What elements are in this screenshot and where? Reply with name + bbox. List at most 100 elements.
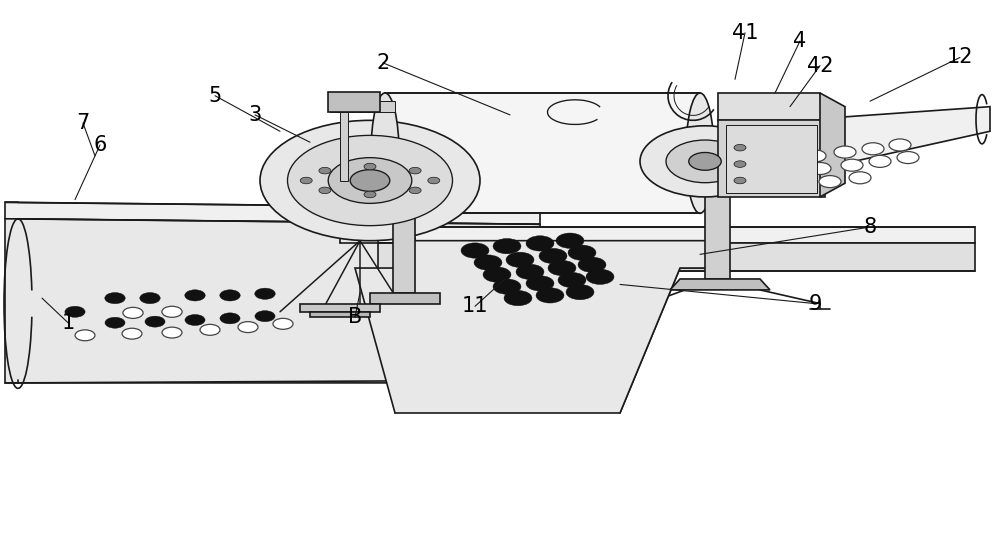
- Circle shape: [734, 177, 746, 184]
- Circle shape: [536, 288, 564, 303]
- Circle shape: [556, 233, 584, 248]
- Polygon shape: [385, 93, 700, 213]
- Circle shape: [897, 152, 919, 164]
- Ellipse shape: [686, 93, 714, 213]
- Circle shape: [558, 272, 586, 288]
- Circle shape: [640, 126, 770, 197]
- Circle shape: [123, 307, 143, 318]
- Circle shape: [734, 161, 746, 167]
- Circle shape: [869, 155, 891, 167]
- Circle shape: [200, 324, 220, 335]
- Ellipse shape: [371, 93, 399, 213]
- Text: 7: 7: [76, 113, 90, 133]
- Polygon shape: [310, 312, 370, 317]
- Polygon shape: [328, 92, 380, 112]
- Circle shape: [474, 255, 502, 270]
- Circle shape: [841, 159, 863, 171]
- Circle shape: [364, 191, 376, 198]
- Circle shape: [185, 315, 205, 325]
- Circle shape: [862, 143, 884, 155]
- Circle shape: [526, 236, 554, 251]
- Circle shape: [493, 238, 521, 254]
- Circle shape: [350, 170, 390, 191]
- Text: 2: 2: [376, 53, 390, 73]
- Polygon shape: [300, 304, 380, 312]
- Circle shape: [409, 167, 421, 174]
- Text: 12: 12: [947, 48, 973, 67]
- Polygon shape: [393, 181, 415, 293]
- Circle shape: [319, 187, 331, 194]
- Circle shape: [328, 158, 412, 203]
- Polygon shape: [718, 120, 825, 197]
- Text: 6: 6: [93, 135, 107, 155]
- Text: 11: 11: [462, 296, 488, 316]
- Circle shape: [273, 318, 293, 329]
- Circle shape: [428, 177, 440, 184]
- Circle shape: [666, 140, 744, 183]
- Polygon shape: [705, 189, 730, 279]
- Circle shape: [689, 153, 721, 170]
- Circle shape: [105, 293, 125, 304]
- Circle shape: [516, 264, 544, 280]
- Circle shape: [568, 245, 596, 260]
- Circle shape: [566, 284, 594, 300]
- Circle shape: [804, 150, 826, 162]
- Circle shape: [809, 162, 831, 174]
- Circle shape: [260, 120, 480, 241]
- Text: 5: 5: [208, 86, 222, 106]
- Circle shape: [834, 146, 856, 158]
- Circle shape: [506, 252, 534, 267]
- Polygon shape: [355, 241, 715, 413]
- Text: 42: 42: [807, 56, 833, 75]
- Circle shape: [849, 172, 871, 184]
- Circle shape: [238, 322, 258, 333]
- Circle shape: [105, 317, 125, 328]
- Circle shape: [539, 248, 567, 264]
- Circle shape: [162, 306, 182, 317]
- Circle shape: [145, 316, 165, 327]
- Circle shape: [364, 163, 376, 170]
- Polygon shape: [820, 93, 845, 197]
- Text: 9: 9: [808, 294, 822, 313]
- Polygon shape: [378, 227, 975, 243]
- Circle shape: [220, 313, 240, 324]
- Circle shape: [548, 260, 576, 276]
- Circle shape: [889, 139, 911, 151]
- Circle shape: [140, 293, 160, 304]
- Circle shape: [483, 267, 511, 282]
- Circle shape: [122, 328, 142, 339]
- Circle shape: [461, 243, 489, 258]
- Circle shape: [255, 311, 275, 322]
- Circle shape: [734, 144, 746, 151]
- Polygon shape: [670, 279, 770, 290]
- Circle shape: [255, 288, 275, 299]
- Polygon shape: [718, 93, 825, 120]
- Circle shape: [288, 136, 452, 226]
- Polygon shape: [378, 243, 975, 271]
- Circle shape: [162, 327, 182, 338]
- Circle shape: [819, 176, 841, 188]
- Circle shape: [493, 279, 521, 294]
- Polygon shape: [5, 202, 540, 224]
- Circle shape: [409, 187, 421, 194]
- Text: 8: 8: [863, 217, 877, 237]
- Polygon shape: [330, 101, 395, 112]
- Text: 4: 4: [793, 31, 807, 51]
- Text: 1: 1: [61, 313, 75, 333]
- Circle shape: [526, 276, 554, 291]
- Circle shape: [504, 290, 532, 306]
- Text: B: B: [348, 307, 362, 327]
- Text: 41: 41: [732, 23, 758, 43]
- Circle shape: [220, 290, 240, 301]
- Polygon shape: [340, 104, 348, 181]
- Polygon shape: [5, 219, 540, 383]
- Circle shape: [75, 330, 95, 341]
- Circle shape: [185, 290, 205, 301]
- Polygon shape: [726, 125, 817, 193]
- Text: 3: 3: [248, 105, 262, 125]
- Circle shape: [65, 306, 85, 317]
- Circle shape: [300, 177, 312, 184]
- Polygon shape: [370, 293, 440, 304]
- Polygon shape: [718, 107, 990, 191]
- Circle shape: [578, 257, 606, 272]
